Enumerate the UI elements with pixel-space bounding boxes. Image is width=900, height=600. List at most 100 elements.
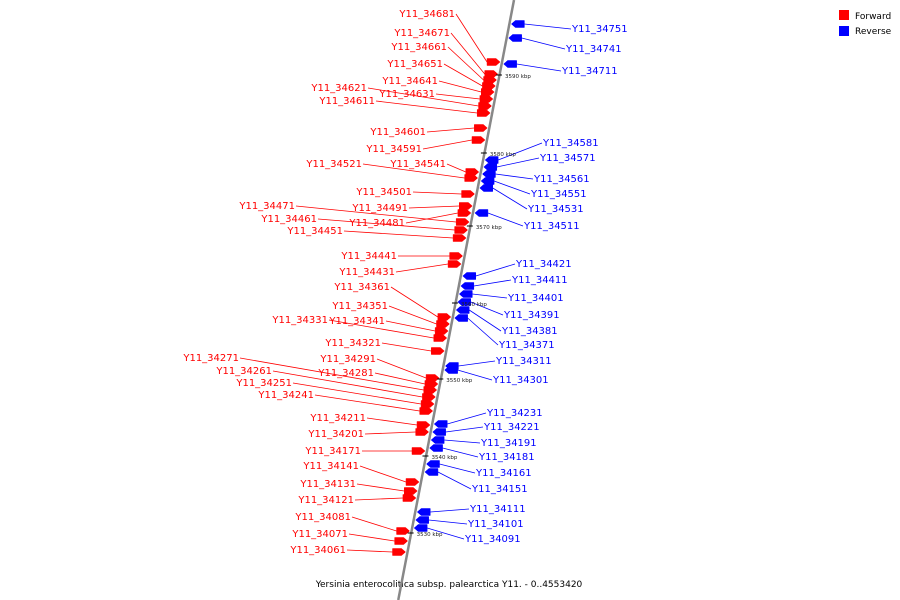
forward-label-line bbox=[374, 372, 426, 385]
label-lines bbox=[239, 13, 572, 553]
forward-gene-label: Y11_34631 bbox=[378, 89, 435, 100]
reverse-label-line bbox=[493, 180, 531, 195]
scale-tick-label: 3570 kbp bbox=[476, 225, 502, 231]
reverse-label-line bbox=[457, 369, 493, 381]
forward-gene-label: Y11_34621 bbox=[310, 83, 367, 94]
scale-ticks: 3590 kbp 3580 kbp 3570 kbp 3560 kbp 3550 kbp… bbox=[407, 74, 531, 538]
reverse-label-line bbox=[445, 426, 484, 433]
forward-gene-feature bbox=[405, 478, 420, 486]
reverse-label-line bbox=[487, 212, 524, 227]
forward-label-line bbox=[395, 263, 449, 273]
reverse-gene-feature bbox=[424, 468, 439, 476]
reverse-gene-label: Y11_34531 bbox=[527, 204, 584, 215]
forward-gene-label: Y11_34071 bbox=[291, 529, 348, 540]
forward-gene-feature bbox=[436, 320, 450, 328]
forward-gene-feature bbox=[464, 174, 479, 182]
reverse-gene-feature bbox=[484, 156, 499, 164]
forward-gene-feature bbox=[419, 407, 434, 415]
reverse-gene-feature bbox=[457, 298, 471, 306]
reverse-gene-feature bbox=[455, 306, 470, 314]
reverse-label-line bbox=[495, 173, 534, 180]
forward-label-line bbox=[450, 32, 486, 75]
legend: Forward Reverse bbox=[839, 10, 892, 37]
reverse-gene-label: Y11_34191 bbox=[480, 438, 537, 449]
legend-swatch-forward bbox=[839, 10, 849, 20]
forward-gene-label: Y11_34461 bbox=[260, 214, 317, 225]
forward-gene-label: Y11_34681 bbox=[398, 9, 455, 20]
forward-gene-label: Y11_34541 bbox=[389, 159, 446, 170]
reverse-gene-label: Y11_34391 bbox=[503, 310, 560, 321]
reverse-gene-label: Y11_34561 bbox=[533, 174, 590, 185]
forward-gene-feature bbox=[471, 136, 486, 144]
forward-gene-feature bbox=[478, 102, 492, 110]
reverse-gene-feature bbox=[454, 314, 468, 322]
reverse-gene-label: Y11_34401 bbox=[507, 293, 564, 304]
forward-label-line bbox=[366, 417, 418, 426]
reverse-label-line bbox=[468, 309, 502, 332]
forward-gene-feature bbox=[404, 487, 418, 495]
forward-label-line bbox=[317, 218, 455, 231]
forward-gene-label: Y11_34471 bbox=[238, 201, 295, 212]
genome-caption: Yersinia enterocolitica subsp. palearcti… bbox=[315, 580, 583, 590]
reverse-label-line bbox=[444, 439, 481, 444]
reverse-gene-label: Y11_34751 bbox=[571, 24, 628, 35]
forward-label-line bbox=[354, 497, 403, 501]
reverse-gene-label: Y11_34101 bbox=[467, 519, 524, 530]
forward-label-line bbox=[343, 230, 454, 239]
reverse-gene-label: Y11_34411 bbox=[511, 275, 568, 286]
scale-tick-label: 3560 kbp bbox=[461, 302, 487, 308]
scale-tick-label: 3550 kbp bbox=[446, 378, 472, 384]
reverse-label-line bbox=[458, 360, 496, 367]
forward-gene-label: Y11_34601 bbox=[369, 127, 426, 138]
forward-gene-feature bbox=[411, 447, 426, 455]
reverse-gene-feature bbox=[426, 460, 440, 468]
forward-label-line bbox=[376, 358, 427, 379]
forward-gene-feature bbox=[447, 260, 462, 268]
reverse-gene-label: Y11_34711 bbox=[561, 66, 618, 77]
backbone bbox=[397, 0, 516, 600]
forward-gene-feature bbox=[415, 428, 430, 436]
forward-label-line bbox=[388, 305, 437, 325]
forward-label-line bbox=[351, 516, 397, 532]
reverse-gene-label: Y11_34551 bbox=[530, 189, 587, 200]
reverse-gene-feature bbox=[444, 366, 458, 374]
forward-label-line bbox=[426, 127, 475, 133]
gene-features bbox=[392, 20, 525, 556]
forward-gene-feature bbox=[486, 58, 501, 66]
forward-gene-feature bbox=[476, 109, 491, 117]
forward-gene-label: Y11_34251 bbox=[235, 378, 292, 389]
reverse-label-line bbox=[496, 157, 540, 168]
forward-label-line bbox=[314, 394, 420, 412]
forward-label-line bbox=[295, 205, 457, 223]
reverse-gene-feature bbox=[460, 282, 475, 290]
legend-label-reverse: Reverse bbox=[855, 27, 892, 37]
forward-gene-label: Y11_34321 bbox=[324, 338, 381, 349]
forward-gene-feature bbox=[423, 386, 438, 394]
scale-tick-label: 3590 kbp bbox=[505, 74, 531, 80]
forward-gene-label: Y11_34481 bbox=[348, 218, 405, 229]
forward-gene-label: Y11_34661 bbox=[390, 42, 447, 53]
forward-gene-label: Y11_34331 bbox=[271, 315, 328, 326]
forward-label-line bbox=[381, 342, 432, 352]
forward-gene-label: Y11_34201 bbox=[307, 429, 364, 440]
forward-gene-feature bbox=[392, 548, 406, 556]
forward-gene-feature bbox=[452, 234, 467, 242]
reverse-label-line bbox=[442, 447, 479, 458]
forward-gene-feature bbox=[422, 393, 436, 401]
reverse-label-line bbox=[516, 63, 562, 72]
reverse-label-line bbox=[475, 263, 516, 277]
forward-gene-feature bbox=[420, 400, 435, 408]
forward-gene-label: Y11_34641 bbox=[381, 76, 438, 87]
reverse-gene-feature bbox=[480, 177, 495, 185]
forward-label-line bbox=[375, 100, 478, 114]
forward-label-line bbox=[390, 286, 439, 318]
forward-gene-label: Y11_34491 bbox=[351, 203, 408, 214]
forward-gene-feature bbox=[459, 202, 473, 210]
reverse-label-line bbox=[521, 37, 566, 50]
forward-gene-label: Y11_34451 bbox=[286, 226, 343, 237]
reverse-label-line bbox=[447, 412, 487, 425]
forward-gene-feature bbox=[433, 334, 448, 342]
forward-gene-feature bbox=[416, 421, 431, 429]
forward-gene-label: Y11_34081 bbox=[294, 512, 351, 523]
legend-label-forward: Forward bbox=[855, 12, 891, 22]
